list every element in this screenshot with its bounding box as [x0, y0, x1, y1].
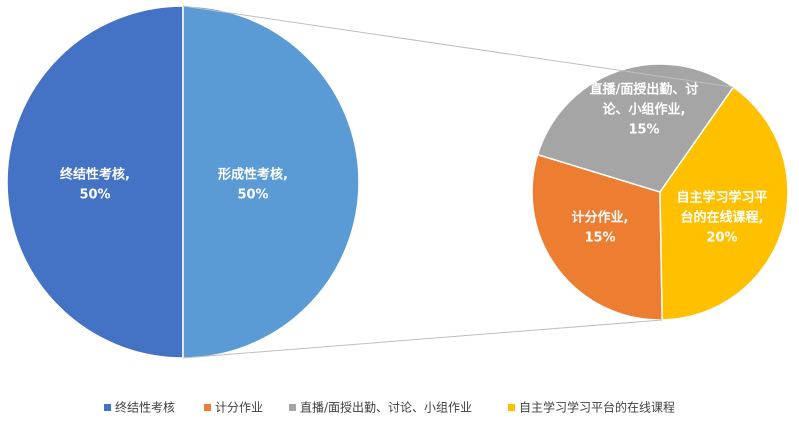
data-label: 50%	[79, 188, 110, 203]
connector-line	[182, 319, 663, 359]
data-label: 计分作业,	[572, 210, 629, 226]
legend-swatch	[508, 404, 515, 411]
data-label: 15%	[628, 123, 659, 138]
legend-label: 直播/面授出勤、讨论、小组作业	[300, 400, 472, 415]
connector-line	[182, 5, 734, 88]
data-label: 15%	[584, 231, 615, 246]
pie-slice	[659, 86, 789, 321]
data-label: 20%	[706, 231, 737, 246]
data-label: 台的在线课程,	[681, 210, 764, 226]
pie-slice	[536, 63, 735, 193]
pie-slice	[182, 5, 360, 359]
data-label: 自主学习学习平	[676, 190, 767, 206]
data-label: 论、小组作业,	[603, 102, 686, 118]
legend-swatch	[104, 404, 111, 411]
legend-label: 计分作业	[215, 401, 263, 415]
data-label: 直播/面授出勤、讨	[590, 82, 699, 98]
data-label: 终结性考核,	[60, 167, 130, 183]
pie-slice	[6, 5, 184, 359]
pie-slice	[531, 153, 663, 321]
data-label: 形成性考核,	[218, 167, 288, 183]
legend-label: 自主学习学习平台的在线课程	[519, 400, 675, 415]
legend-label: 终结性考核	[115, 400, 175, 415]
legend-swatch	[204, 404, 211, 411]
data-label: 50%	[237, 188, 268, 203]
legend-swatch	[289, 404, 296, 411]
